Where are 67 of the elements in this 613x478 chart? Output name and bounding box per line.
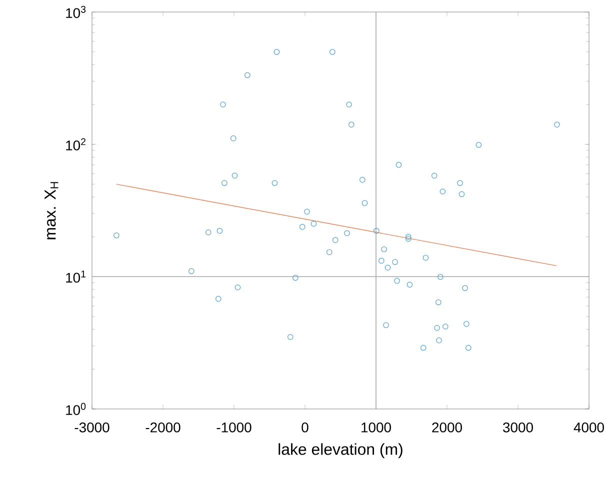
point	[299, 224, 306, 230]
point	[326, 249, 332, 256]
point	[216, 296, 222, 302]
point	[374, 228, 380, 234]
point	[464, 320, 470, 327]
point	[554, 122, 560, 128]
point	[392, 259, 398, 265]
point	[114, 232, 120, 238]
y-axis-title: max. X$_{H}$	[44, 182, 58, 240]
point	[396, 162, 402, 168]
y-tick-label: 10$^{3}$	[66, 6, 86, 18]
point	[272, 180, 278, 186]
x-tick-label: -3000	[74, 422, 110, 432]
point	[346, 102, 352, 108]
point	[394, 278, 400, 284]
point	[216, 228, 223, 234]
point	[465, 344, 472, 351]
point	[232, 172, 238, 179]
point	[436, 337, 442, 344]
point	[422, 254, 429, 261]
point	[436, 299, 442, 306]
point	[420, 344, 426, 351]
point	[348, 122, 354, 128]
point	[230, 135, 236, 142]
x-tick-label: 3000	[503, 422, 533, 432]
point	[462, 285, 468, 291]
point	[405, 236, 412, 242]
point	[406, 282, 413, 288]
point	[287, 334, 294, 340]
x-tick-label: 4000	[574, 422, 604, 432]
x-tick-label: 0	[302, 422, 308, 432]
x-axis-title: lake elevation (m)	[278, 443, 402, 458]
point	[188, 268, 194, 274]
point	[378, 258, 384, 264]
x-tick-label: -1000	[216, 422, 252, 432]
point	[438, 274, 444, 280]
y-tick-label: 10$^{0}$	[66, 402, 86, 416]
point	[381, 246, 387, 252]
point	[222, 180, 228, 186]
point	[234, 284, 241, 290]
point	[384, 264, 391, 271]
x-tick-label: -2000	[146, 422, 180, 432]
point	[220, 102, 226, 108]
point	[244, 72, 250, 78]
point	[304, 208, 310, 215]
point	[362, 200, 368, 206]
point	[383, 322, 389, 328]
point	[440, 188, 446, 194]
y-tick-label: 10$^{1}$	[66, 270, 86, 283]
point	[458, 191, 465, 198]
point	[330, 49, 336, 55]
point	[434, 325, 440, 331]
point	[292, 274, 298, 281]
point	[442, 324, 448, 330]
point	[332, 237, 338, 243]
point	[405, 234, 412, 240]
point	[476, 142, 482, 148]
y-tick-label: 10$^{2}$	[66, 138, 86, 150]
point	[274, 49, 280, 55]
point	[457, 180, 463, 186]
point	[205, 230, 212, 236]
point	[344, 230, 350, 236]
x-tick-label: 1000	[362, 422, 391, 432]
point	[431, 172, 438, 179]
point	[359, 176, 366, 183]
point	[310, 220, 317, 227]
x-tick-label: 2000	[432, 422, 462, 432]
